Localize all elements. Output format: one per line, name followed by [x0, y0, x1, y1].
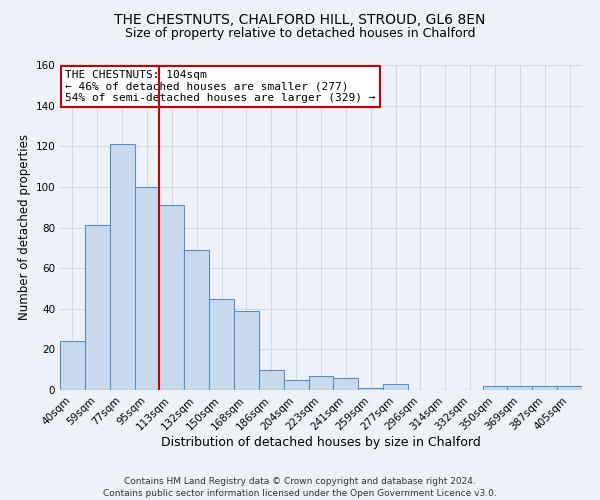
Bar — [334, 378, 358, 390]
Bar — [184, 250, 209, 390]
Text: THE CHESTNUTS: 104sqm
← 46% of detached houses are smaller (277)
54% of semi-det: THE CHESTNUTS: 104sqm ← 46% of detached … — [65, 70, 376, 103]
Bar — [482, 386, 508, 390]
Text: Size of property relative to detached houses in Chalford: Size of property relative to detached ho… — [125, 28, 475, 40]
Bar — [358, 388, 383, 390]
Bar — [234, 311, 259, 390]
X-axis label: Distribution of detached houses by size in Chalford: Distribution of detached houses by size … — [161, 436, 481, 449]
Bar — [134, 187, 160, 390]
Y-axis label: Number of detached properties: Number of detached properties — [18, 134, 31, 320]
Bar — [532, 386, 557, 390]
Bar — [259, 370, 284, 390]
Bar — [160, 205, 184, 390]
Bar — [508, 386, 532, 390]
Text: Contains HM Land Registry data © Crown copyright and database right 2024.
Contai: Contains HM Land Registry data © Crown c… — [103, 476, 497, 498]
Text: THE CHESTNUTS, CHALFORD HILL, STROUD, GL6 8EN: THE CHESTNUTS, CHALFORD HILL, STROUD, GL… — [115, 12, 485, 26]
Bar — [60, 341, 85, 390]
Bar — [557, 386, 582, 390]
Bar — [284, 380, 308, 390]
Bar — [110, 144, 134, 390]
Bar — [383, 384, 408, 390]
Bar — [209, 298, 234, 390]
Bar — [85, 226, 110, 390]
Bar — [308, 376, 334, 390]
